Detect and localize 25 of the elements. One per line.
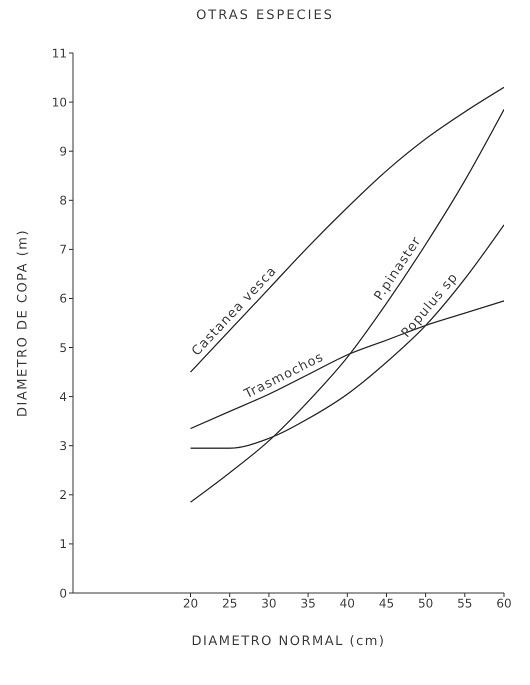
y-tick-label: 6 xyxy=(59,292,67,306)
chart-title: OTRAS ESPECIES xyxy=(195,8,335,23)
x-tick-label: 20 xyxy=(182,596,198,611)
x-tick-label: 50 xyxy=(418,596,434,611)
x-tick-label: 60 xyxy=(496,596,512,611)
x-tick-label: 55 xyxy=(457,596,472,611)
y-tick-label: 4 xyxy=(59,390,67,404)
y-axis-title: DIAMETRO DE COPA (m) xyxy=(16,228,31,418)
y-tick-label: 0 xyxy=(59,586,67,600)
x-tick-label: 25 xyxy=(222,596,238,611)
x-tick-label: 35 xyxy=(300,596,316,611)
x-tick-label: 45 xyxy=(378,596,394,611)
x-tick-label: 40 xyxy=(340,596,355,611)
y-tick-label: 1 xyxy=(59,537,67,552)
y-tick-label: 10 xyxy=(52,95,67,110)
y-tick-label: 2 xyxy=(59,488,67,502)
y-tick-label: 3 xyxy=(59,438,67,453)
x-axis-title: DIAMETRO NORMAL (cm) xyxy=(192,634,386,649)
y-tick-label: 9 xyxy=(59,144,67,158)
y-tick-label: 7 xyxy=(59,242,67,257)
y-tick-label: 11 xyxy=(52,46,67,60)
line-series xyxy=(190,108,504,503)
y-tick-label: 8 xyxy=(59,194,67,208)
x-tick-label: 30 xyxy=(261,596,277,611)
y-tick-label: 5 xyxy=(59,340,67,355)
